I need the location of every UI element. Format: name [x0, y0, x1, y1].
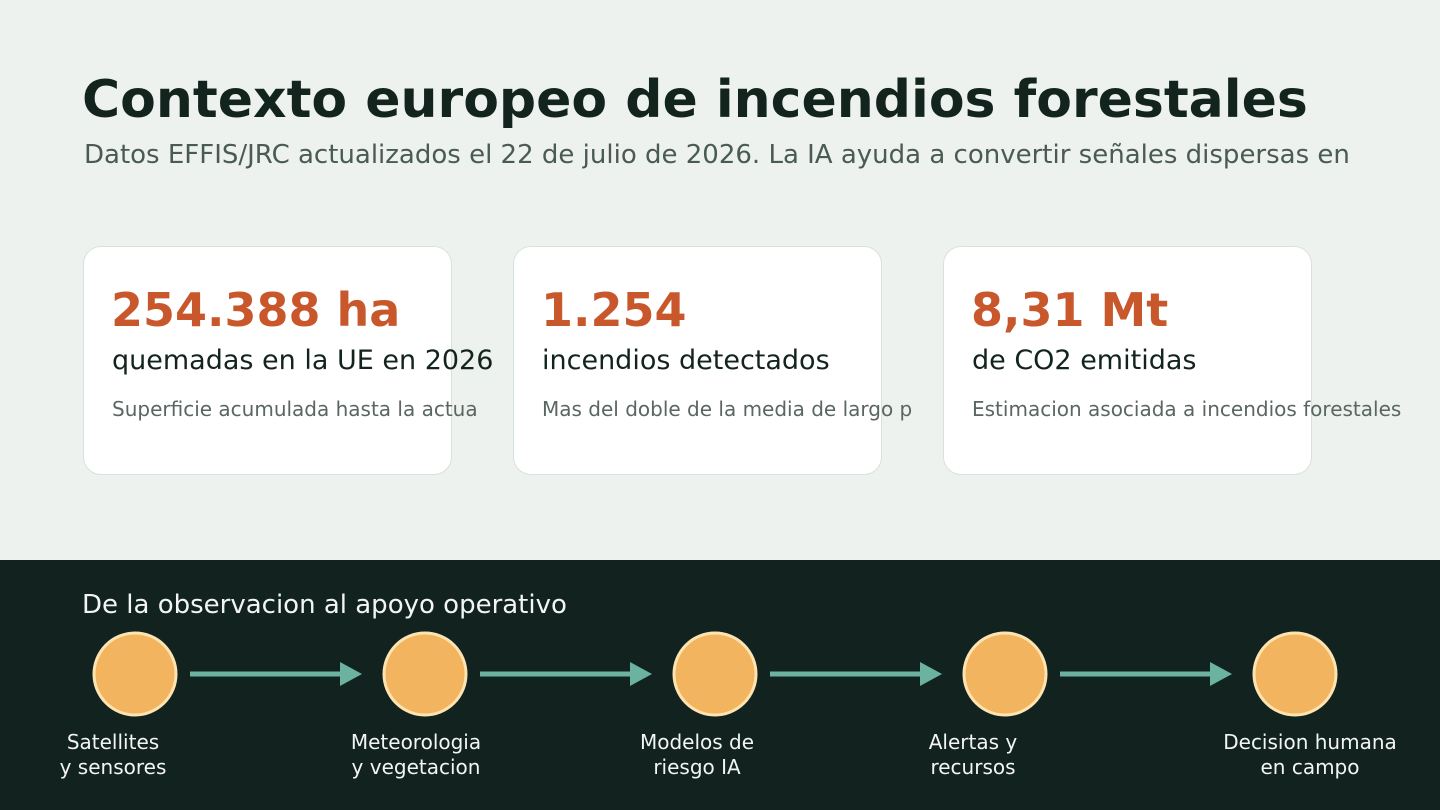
stat-card: 8,31 Mt de CO2 emitidas Estimacion asociad…: [943, 246, 1401, 475]
step-label-line: en campo: [1260, 755, 1360, 779]
step-label-line: Alertas y: [928, 730, 1018, 754]
stat-card: 254.388 ha quemadas en la UE en 2026 Super…: [83, 246, 493, 475]
pipeline-title: De la observacion al apoyo operativo: [82, 590, 567, 620]
step-label-line: riesgo IA: [653, 755, 741, 779]
pipeline-graphic: [92, 631, 1338, 717]
step-label: Modelos de riesgo IA: [587, 730, 807, 780]
stat-note: Mas del doble de la media de largo p: [542, 397, 913, 421]
stat-value: 254.388 ha: [111, 283, 401, 337]
step-circle: [92, 631, 178, 717]
arrow-head: [340, 662, 362, 686]
step-circle: [382, 631, 468, 717]
subtitle: Datos EFFIS/JRC actualizados el 22 de ju…: [84, 140, 1350, 170]
stat-label: de CO2 emitidas: [972, 345, 1197, 376]
step-label: Satellites y sensores: [3, 730, 223, 780]
title: Contexto europeo de incendios forestales: [82, 70, 1308, 130]
step-label-line: y vegetacion: [351, 755, 481, 779]
stat-note: Estimacion asociada a incendios forestal…: [972, 397, 1402, 421]
stat-value: 1.254: [541, 283, 687, 337]
step-circle: [962, 631, 1048, 717]
step-label-line: Meteorologia: [350, 730, 482, 754]
arrow-head: [920, 662, 942, 686]
step-label: Alertas y recursos: [863, 730, 1083, 780]
arrow-head: [630, 662, 652, 686]
step-circle: [1252, 631, 1338, 717]
step-label: Meteorologia y vegetacion: [306, 730, 526, 780]
step-label: Decision humana en campo: [1200, 730, 1420, 780]
step-label-line: Decision humana: [1223, 730, 1397, 754]
step-label-line: y sensores: [59, 755, 167, 779]
step-label-line: recursos: [930, 755, 1016, 779]
stat-label: quemadas en la UE en 2026: [112, 345, 494, 376]
stat-value: 8,31 Mt: [971, 283, 1169, 337]
step-label-line: Modelos de: [639, 730, 755, 754]
step-circle: [672, 631, 758, 717]
stat-note: Superficie acumulada hasta la actua: [112, 397, 478, 421]
step-label-line: Satellites: [66, 730, 160, 754]
stat-card: 1.254 incendios detectados Mas del doble d…: [513, 246, 912, 475]
stat-label: incendios detectados: [542, 345, 830, 376]
arrow-head: [1210, 662, 1232, 686]
